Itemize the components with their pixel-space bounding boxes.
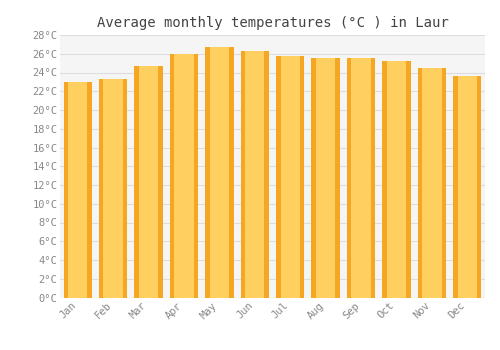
Bar <box>316 58 336 298</box>
Bar <box>453 76 482 298</box>
Bar <box>240 51 269 298</box>
Bar <box>99 79 128 298</box>
Bar <box>104 79 123 298</box>
Bar <box>382 61 410 298</box>
Bar <box>387 61 406 298</box>
Bar <box>418 68 446 298</box>
Bar <box>134 66 162 297</box>
Bar <box>245 51 264 298</box>
Bar <box>422 68 442 298</box>
Title: Average monthly temperatures (°C ) in Laur: Average monthly temperatures (°C ) in La… <box>96 16 448 30</box>
Bar <box>64 82 92 298</box>
Bar <box>347 58 375 298</box>
Bar <box>276 56 304 298</box>
Bar <box>210 47 229 298</box>
Bar <box>68 82 87 298</box>
Bar <box>352 58 370 298</box>
Bar <box>280 56 300 298</box>
Bar <box>139 66 158 297</box>
Bar <box>458 76 477 298</box>
Bar <box>205 47 234 298</box>
Bar <box>174 54 194 298</box>
Bar <box>170 54 198 298</box>
Bar <box>312 58 340 298</box>
